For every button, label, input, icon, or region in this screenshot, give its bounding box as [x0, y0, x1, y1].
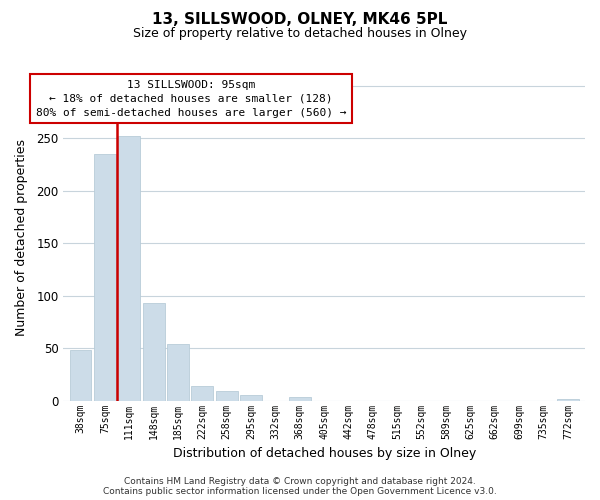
Bar [118, 136, 140, 400]
X-axis label: Distribution of detached houses by size in Olney: Distribution of detached houses by size … [173, 447, 476, 460]
Text: Contains HM Land Registry data © Crown copyright and database right 2024.: Contains HM Land Registry data © Crown c… [124, 477, 476, 486]
Bar [216, 391, 238, 400]
Text: 13 SILLSWOOD: 95sqm
← 18% of detached houses are smaller (128)
80% of semi-detac: 13 SILLSWOOD: 95sqm ← 18% of detached ho… [36, 80, 346, 118]
Bar [70, 350, 91, 401]
Bar [143, 303, 164, 400]
Text: Contains public sector information licensed under the Open Government Licence v3: Contains public sector information licen… [103, 487, 497, 496]
Bar [240, 396, 262, 400]
Bar [557, 398, 579, 400]
Text: Size of property relative to detached houses in Olney: Size of property relative to detached ho… [133, 28, 467, 40]
Bar [94, 154, 116, 400]
Bar [167, 344, 189, 401]
Y-axis label: Number of detached properties: Number of detached properties [15, 140, 28, 336]
Text: 13, SILLSWOOD, OLNEY, MK46 5PL: 13, SILLSWOOD, OLNEY, MK46 5PL [152, 12, 448, 28]
Bar [289, 398, 311, 400]
Bar [191, 386, 214, 400]
